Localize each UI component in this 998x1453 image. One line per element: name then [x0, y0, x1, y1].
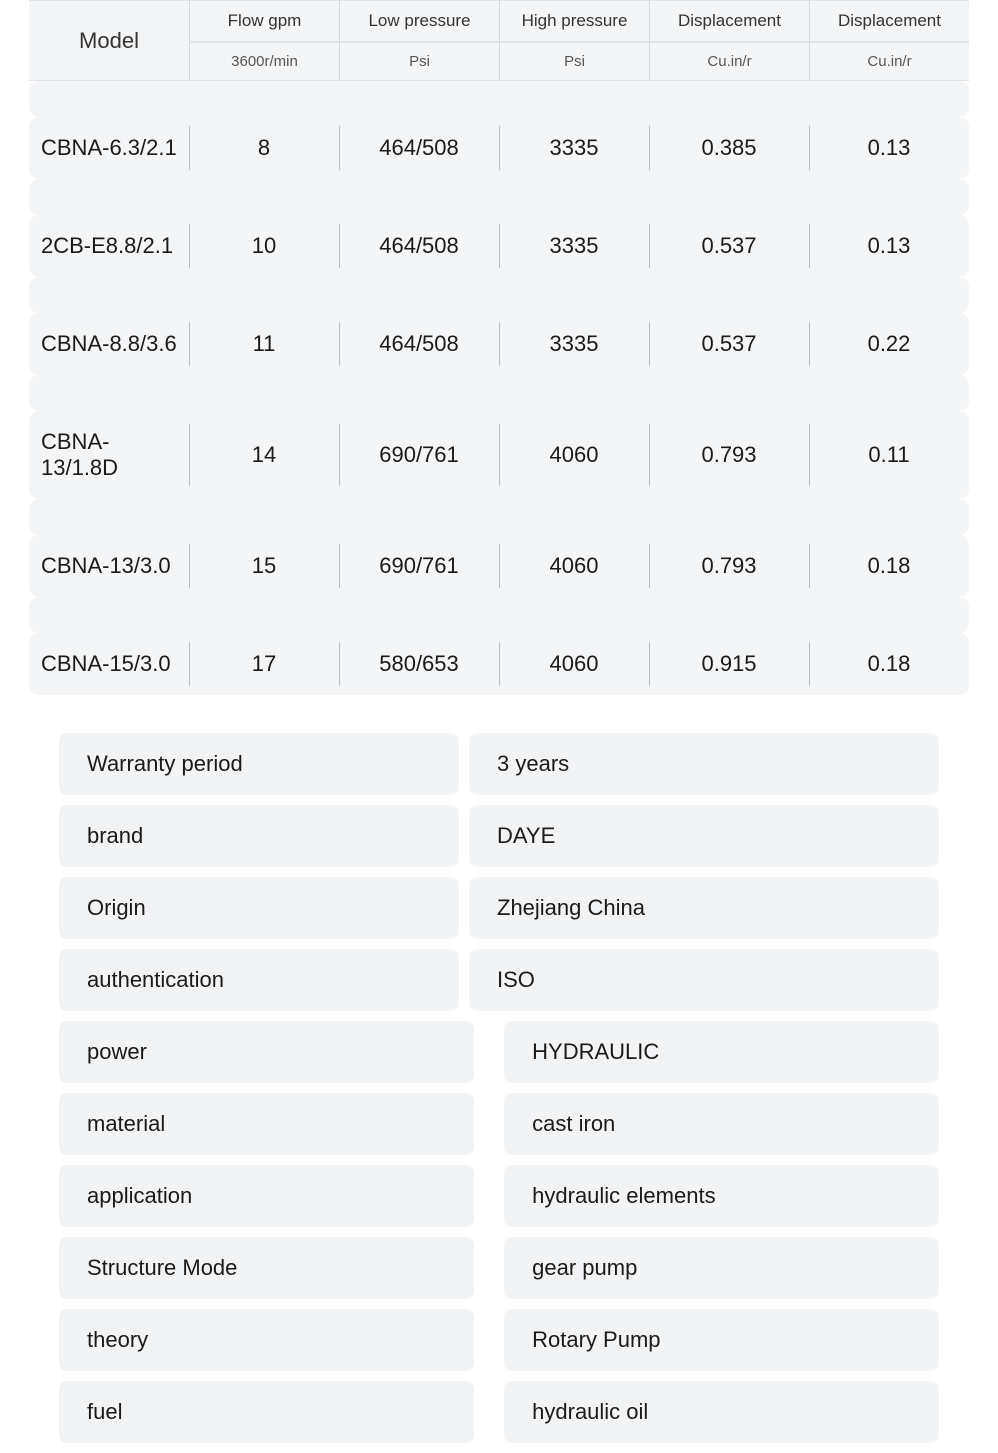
table-row: CBNA-15/3.017580/65340600.9150.18: [29, 633, 969, 695]
property-row: material cast iron: [59, 1093, 939, 1155]
property-value: hydraulic elements: [504, 1165, 939, 1227]
col-sub-flow: 3600r/min: [189, 42, 339, 81]
property-label: theory: [59, 1309, 474, 1371]
property-value: Zhejiang China: [469, 877, 939, 939]
table-cell: 0.915: [649, 633, 809, 695]
table-cell: 4060: [499, 535, 649, 597]
table-cell: 0.18: [809, 535, 969, 597]
col-header-disp2: Displacement: [809, 0, 969, 42]
table-row: CBNA-13/1.8D14690/76140600.7930.11: [29, 411, 969, 499]
property-value: hydraulic oil: [504, 1381, 939, 1443]
property-row: theory Rotary Pump: [59, 1309, 939, 1371]
property-value: cast iron: [504, 1093, 939, 1155]
col-header-model: Model: [29, 0, 189, 81]
table-row: CBNA-13/3.015690/76140600.7930.18: [29, 535, 969, 597]
property-label: Structure Mode: [59, 1237, 474, 1299]
table-cell: 0.11: [809, 411, 969, 499]
table-cell: 11: [189, 313, 339, 375]
property-value: gear pump: [504, 1237, 939, 1299]
table-cell: CBNA-13/1.8D: [29, 411, 189, 499]
property-label: Origin: [59, 877, 459, 939]
table-row: 2CB-E8.8/2.110464/50833350.5370.13: [29, 215, 969, 277]
table-cell: 14: [189, 411, 339, 499]
property-label: application: [59, 1165, 474, 1227]
property-label: Warranty period: [59, 733, 459, 795]
col-header-highp: High pressure: [499, 0, 649, 42]
property-row: brandDAYE: [59, 805, 939, 867]
table-cell: 464/508: [339, 313, 499, 375]
table-cell: 4060: [499, 411, 649, 499]
property-row: authenticationISO: [59, 949, 939, 1011]
table-cell: 17: [189, 633, 339, 695]
property-label: brand: [59, 805, 459, 867]
property-row: Structure Mode gear pump: [59, 1237, 939, 1299]
property-label: material: [59, 1093, 474, 1155]
property-value: HYDRAULIC: [504, 1021, 939, 1083]
table-cell: 0.385: [649, 117, 809, 179]
table-cell: 690/761: [339, 411, 499, 499]
specs-table: Model Flow gpm Low pressure High pressur…: [29, 0, 969, 695]
table-cell: 3335: [499, 313, 649, 375]
table-cell: 3335: [499, 215, 649, 277]
col-header-flow: Flow gpm: [189, 0, 339, 42]
table-header-row-1: Model Flow gpm Low pressure High pressur…: [29, 0, 969, 42]
property-label: fuel: [59, 1381, 474, 1443]
table-cell: 0.793: [649, 535, 809, 597]
col-header-disp1: Displacement: [649, 0, 809, 42]
table-cell: 4060: [499, 633, 649, 695]
table-cell: 15: [189, 535, 339, 597]
col-header-lowp: Low pressure: [339, 0, 499, 42]
table-cell: 464/508: [339, 117, 499, 179]
table-cell: 8: [189, 117, 339, 179]
property-row: application hydraulic elements: [59, 1165, 939, 1227]
property-row: OriginZhejiang China: [59, 877, 939, 939]
property-value: Rotary Pump: [504, 1309, 939, 1371]
properties-list: Warranty period3 yearsbrandDAYEOriginZhe…: [59, 733, 939, 1443]
table-cell: 464/508: [339, 215, 499, 277]
table-cell: CBNA-13/3.0: [29, 535, 189, 597]
col-sub-highp: Psi: [499, 42, 649, 81]
table-cell: 0.793: [649, 411, 809, 499]
table-cell: 2CB-E8.8/2.1: [29, 215, 189, 277]
table-cell: CBNA-8.8/3.6: [29, 313, 189, 375]
property-value: 3 years: [469, 733, 939, 795]
property-row: fuel hydraulic oil: [59, 1381, 939, 1443]
table-cell: 10: [189, 215, 339, 277]
table-cell: 3335: [499, 117, 649, 179]
property-label: authentication: [59, 949, 459, 1011]
property-label: power: [59, 1021, 474, 1083]
table-row: CBNA-8.8/3.611464/50833350.5370.22: [29, 313, 969, 375]
col-sub-disp1: Cu.in/r: [649, 42, 809, 81]
table-cell: 0.13: [809, 117, 969, 179]
table-cell: 580/653: [339, 633, 499, 695]
col-sub-disp2: Cu.in/r: [809, 42, 969, 81]
table-cell: 0.18: [809, 633, 969, 695]
table-cell: 0.537: [649, 313, 809, 375]
property-row: Warranty period3 years: [59, 733, 939, 795]
table-cell: 690/761: [339, 535, 499, 597]
property-row: power HYDRAULIC: [59, 1021, 939, 1083]
property-value: ISO: [469, 949, 939, 1011]
property-value: DAYE: [469, 805, 939, 867]
table-cell: CBNA-6.3/2.1: [29, 117, 189, 179]
table-cell: 0.13: [809, 215, 969, 277]
table-cell: 0.22: [809, 313, 969, 375]
table-cell: 0.537: [649, 215, 809, 277]
table-row: CBNA-6.3/2.18464/50833350.3850.13: [29, 117, 969, 179]
col-sub-lowp: Psi: [339, 42, 499, 81]
table-cell: CBNA-15/3.0: [29, 633, 189, 695]
